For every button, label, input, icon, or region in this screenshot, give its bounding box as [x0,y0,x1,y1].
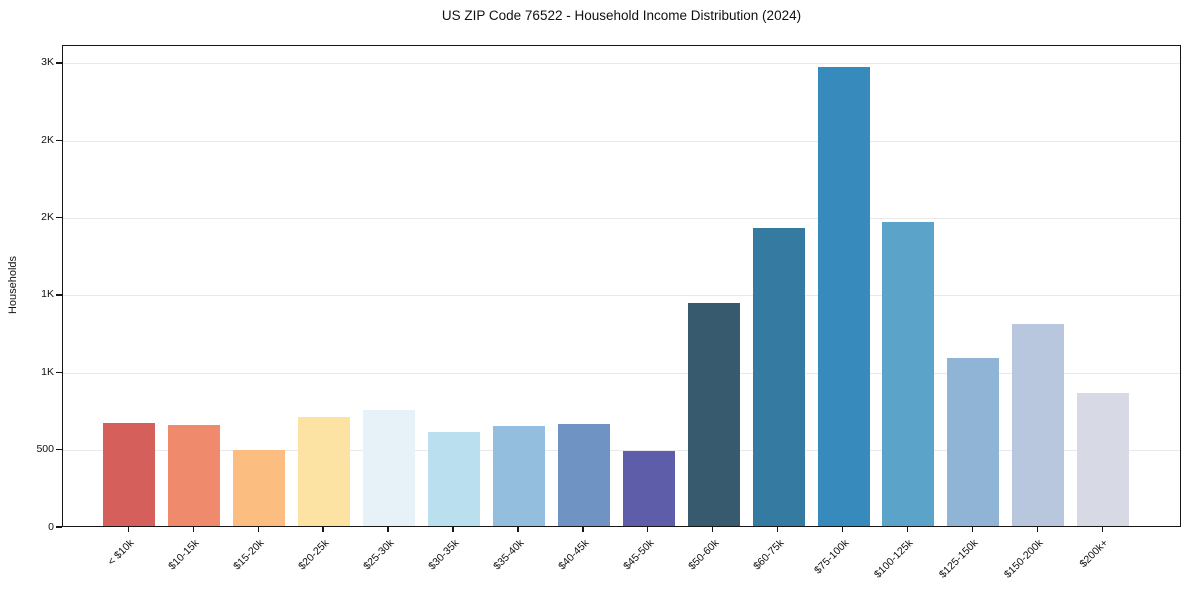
x-tick-label: < $10k [105,537,137,568]
x-tick-mark [777,527,779,532]
bar [233,450,286,526]
x-tick-mark [322,527,324,532]
bar [557,424,610,526]
x-tick-mark [1101,527,1103,532]
gridline [63,372,1180,374]
y-tick-mark [56,371,62,373]
y-tick-label: 0 [48,520,54,533]
bar [298,416,351,526]
y-tick-mark [56,62,62,64]
bar [1077,393,1130,526]
x-tick-mark [1036,527,1039,532]
gridline [63,218,1180,220]
bar [687,303,740,526]
bar [363,410,416,526]
y-tick-mark [56,294,62,296]
x-tick-mark [517,527,519,532]
y-tick-mark [56,449,62,451]
y-tick-mark [56,217,62,219]
bar [882,221,935,526]
bar [622,450,675,526]
x-tick-mark [971,527,974,532]
bar [427,432,480,526]
y-tick-label: 2K [41,133,54,146]
plot-area [62,45,1181,527]
chart-title: US ZIP Code 76522 - Household Income Dis… [441,8,802,23]
x-tick-mark [257,527,259,532]
x-tick-mark [192,527,194,532]
x-tick-mark [452,527,454,532]
x-tick-mark [906,527,909,532]
bar [1012,323,1065,526]
gridline [63,140,1180,142]
y-tick-mark [56,526,62,528]
y-tick-mark [56,139,62,141]
x-tick-mark [647,527,649,532]
x-tick-mark [127,527,129,532]
x-tick-mark [387,527,389,532]
bar [752,228,805,526]
y-tick-label: 1K [41,365,54,378]
bar [103,422,156,526]
y-tick-label: 2K [41,211,54,224]
bar [168,424,221,526]
x-tick-mark [582,527,584,532]
bar [817,66,870,526]
gridline [63,450,1180,452]
gridline [63,295,1180,297]
x-tick-mark [841,527,844,532]
y-tick-label: 500 [36,443,54,456]
y-axis-label: Households [7,255,19,315]
y-tick-label: 1K [41,288,54,301]
bar [947,358,1000,526]
x-tick-mark [712,527,714,532]
bar [492,425,545,526]
y-tick-label: 3K [41,56,54,69]
gridline [63,63,1180,65]
